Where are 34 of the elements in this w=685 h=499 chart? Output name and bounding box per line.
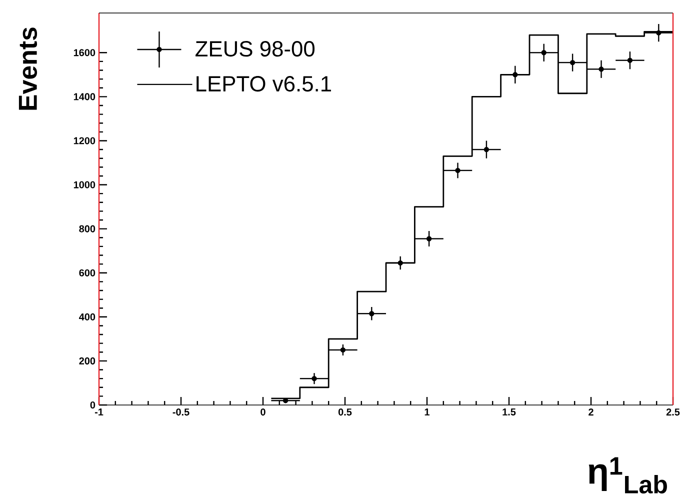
y-tick-label: 200 [79, 357, 96, 364]
y-tick-label: 1200 [74, 137, 96, 144]
point [656, 30, 662, 36]
point [512, 72, 518, 78]
y-tick-label: 0 [90, 401, 96, 409]
point [312, 376, 317, 382]
x-tick-label: 0 [260, 408, 266, 416]
y-tick-label: 600 [79, 269, 96, 276]
y-tick-label: 800 [79, 225, 96, 232]
y-tick-label: 1000 [74, 181, 96, 188]
y-tick-label: 1400 [74, 93, 96, 100]
x-tick-label: 1 [424, 408, 430, 416]
x-tick-label: -0.5 [172, 408, 190, 416]
point [455, 168, 460, 174]
point [426, 236, 432, 242]
x-tick-label: -1 [94, 408, 104, 416]
x-axis-title: η$^{1}$Lab [588, 457, 667, 494]
point [340, 347, 346, 353]
point [398, 260, 403, 266]
y-tick-label: 400 [79, 313, 96, 320]
point [598, 66, 604, 72]
x-tick-label: 2 [588, 408, 594, 416]
point [627, 58, 633, 63]
legend-label: ZEUS 98-00 [196, 41, 315, 57]
x-tick-label: 1.5 [502, 408, 516, 416]
point [369, 311, 374, 316]
y-tick-label: 1600 [74, 49, 96, 56]
point [541, 50, 546, 56]
x-tick-label: 0.5 [338, 408, 352, 416]
y-axis-title: Events [18, 28, 38, 110]
x-tick-label: 2.5 [666, 408, 680, 416]
point [484, 146, 490, 152]
legend-label: LEPTO v6.5.1 [196, 76, 332, 92]
point [570, 60, 576, 66]
